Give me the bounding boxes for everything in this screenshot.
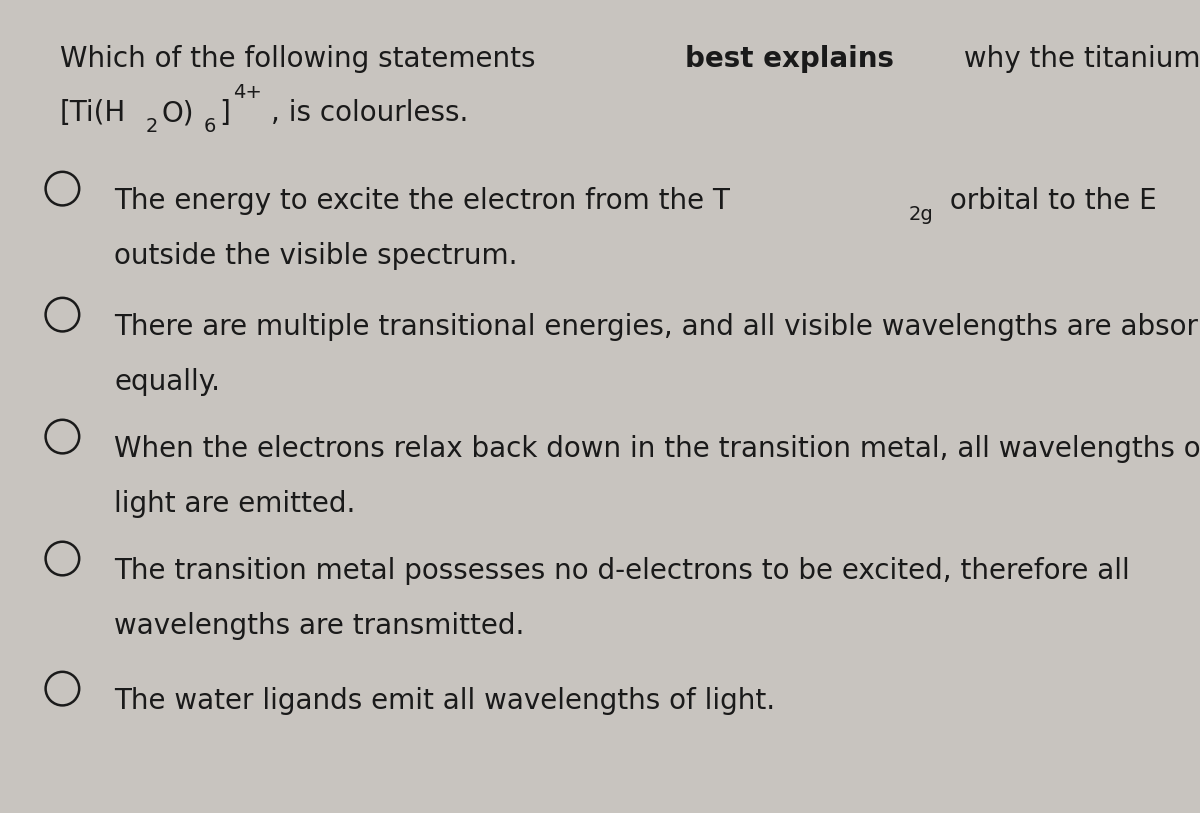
Text: The energy to excite the electron from the T: The energy to excite the electron from t…: [114, 187, 730, 215]
Text: [Ti(H: [Ti(H: [60, 99, 126, 127]
Text: ]: ]: [220, 99, 230, 127]
Text: equally.: equally.: [114, 368, 220, 396]
Text: O): O): [162, 99, 194, 127]
Text: When the electrons relax back down in the transition metal, all wavelengths of: When the electrons relax back down in th…: [114, 435, 1200, 463]
Text: , is colourless.: , is colourless.: [271, 99, 468, 127]
Text: outside the visible spectrum.: outside the visible spectrum.: [114, 242, 517, 270]
Text: The water ligands emit all wavelengths of light.: The water ligands emit all wavelengths o…: [114, 687, 775, 715]
Text: 4+: 4+: [233, 83, 263, 102]
Text: Which of the following statements: Which of the following statements: [60, 45, 545, 72]
Text: 2g: 2g: [908, 205, 934, 224]
Text: light are emitted.: light are emitted.: [114, 490, 355, 518]
Text: 6: 6: [203, 117, 216, 136]
Text: best explains: best explains: [685, 45, 894, 72]
Text: why the titanium complex,: why the titanium complex,: [955, 45, 1200, 72]
Text: There are multiple transitional energies, and all visible wavelengths are absorb: There are multiple transitional energies…: [114, 313, 1200, 341]
Text: wavelengths are transmitted.: wavelengths are transmitted.: [114, 612, 524, 640]
Text: 2: 2: [145, 117, 158, 136]
Text: orbital to the E: orbital to the E: [941, 187, 1157, 215]
Text: The transition metal possesses no d-electrons to be excited, therefore all: The transition metal possesses no d-elec…: [114, 557, 1129, 585]
